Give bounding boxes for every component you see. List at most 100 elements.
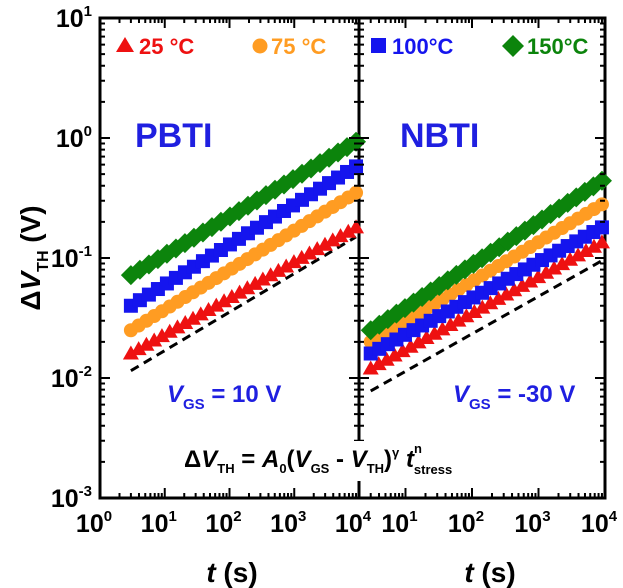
pbti-point-25c-14 bbox=[231, 284, 248, 299]
nbti-x-tick-label: 103 bbox=[514, 508, 550, 538]
pbti-point-25c-6 bbox=[169, 319, 186, 334]
pbti-point-25c-25 bbox=[316, 236, 333, 251]
legend-marker-25c bbox=[116, 37, 134, 52]
y-tick-label: 100 bbox=[56, 123, 92, 153]
nbti-point-25c-4 bbox=[394, 343, 411, 358]
pbti-vgs-annotation: VGS = 10 V bbox=[167, 381, 281, 413]
pbti-point-25c-1 bbox=[130, 341, 147, 356]
pbti-point-25c-3 bbox=[146, 332, 163, 347]
nbti-point-25c-25 bbox=[562, 251, 579, 266]
nbti-point-25c-23 bbox=[546, 260, 563, 275]
pbti-x-tick-label: 101 bbox=[141, 508, 177, 538]
nbti-point-25c-24 bbox=[554, 256, 571, 271]
pbti-x-tick-label: 103 bbox=[270, 508, 306, 538]
nbti-point-25c-17 bbox=[498, 286, 515, 301]
pbti-point-25c-11 bbox=[208, 297, 225, 312]
nbti-point-25c-26 bbox=[570, 247, 587, 262]
pbti-point-25c-21 bbox=[285, 254, 302, 269]
pbti-point-25c-17 bbox=[254, 271, 271, 286]
equation: ΔVTH = A0(VGS - VTH)γ tn stress bbox=[184, 441, 452, 477]
pbti-x-tick-label: 104 bbox=[335, 508, 372, 538]
nbti-point-25c-8 bbox=[426, 325, 443, 340]
legend-label-150c: 150°C bbox=[527, 34, 589, 59]
nbti-point-25c-3 bbox=[386, 347, 403, 362]
pbti-point-25c-22 bbox=[293, 249, 310, 264]
legend: 25 °C 75 °C 100°C 150°C bbox=[116, 34, 589, 59]
nbti-point-25c-18 bbox=[506, 282, 523, 297]
pbti-point-25c-29 bbox=[348, 219, 365, 234]
pbti-point-25c-24 bbox=[309, 241, 326, 256]
x-axis-title-pbti: t (s) bbox=[206, 557, 257, 588]
pbti-point-25c-0 bbox=[122, 345, 139, 360]
pbti-point-75c-29 bbox=[349, 185, 364, 200]
legend-label-25c: 25 °C bbox=[139, 34, 194, 59]
nbti-point-25c-14 bbox=[474, 299, 491, 314]
nbti-point-25c-16 bbox=[490, 290, 507, 305]
pbti-point-25c-12 bbox=[216, 293, 233, 308]
data-marks bbox=[120, 131, 612, 375]
y-tick-label: 10-1 bbox=[51, 243, 92, 273]
pbti-point-25c-5 bbox=[161, 323, 178, 338]
pbti-point-25c-15 bbox=[239, 280, 256, 295]
nbti-point-25c-2 bbox=[378, 351, 395, 366]
fit-lines bbox=[130, 235, 603, 393]
legend-label-100c: 100°C bbox=[392, 34, 454, 59]
pbti-point-25c-20 bbox=[278, 258, 295, 273]
nbti-point-25c-7 bbox=[418, 330, 435, 345]
nbti-x-tick-label: 101 bbox=[381, 508, 417, 538]
pbti-point-25c-10 bbox=[200, 302, 217, 317]
nbti-x-tick-label: 102 bbox=[448, 508, 484, 538]
pbti-point-25c-26 bbox=[324, 232, 341, 247]
pbti-point-25c-16 bbox=[247, 275, 264, 290]
nbti-vgs-annotation: VGS = -30 V bbox=[453, 381, 575, 413]
nbti-point-25c-20 bbox=[522, 273, 539, 288]
pbti-point-25c-28 bbox=[340, 223, 357, 238]
pbti-fit-line bbox=[130, 235, 357, 373]
pbti-point-100c-25 bbox=[349, 159, 364, 174]
nbti-point-25c-1 bbox=[370, 356, 387, 371]
axis-ticks bbox=[99, 18, 606, 499]
legend-marker-150c bbox=[502, 35, 524, 57]
pbti-point-25c-13 bbox=[223, 288, 240, 303]
nbti-point-25c-19 bbox=[514, 277, 531, 292]
y-tick-labels: 10-3 10-2 10-1 100 101 bbox=[51, 3, 92, 513]
nbti-point-75c-29 bbox=[594, 197, 609, 212]
nbti-point-25c-13 bbox=[466, 303, 483, 318]
nbti-point-150c-16 bbox=[497, 231, 518, 252]
pbti-point-25c-8 bbox=[185, 310, 202, 325]
equation-background bbox=[180, 441, 504, 481]
nbti-point-25c-28 bbox=[585, 238, 602, 253]
x-axis-title-nbti: t (s) bbox=[464, 557, 515, 588]
pbti-x-tick-label: 100 bbox=[76, 508, 112, 538]
pbti-point-25c-7 bbox=[177, 315, 194, 330]
nbti-x-tick-label: 104 bbox=[581, 508, 618, 538]
pbti-point-25c-23 bbox=[301, 245, 318, 260]
nbti-point-25c-5 bbox=[402, 338, 419, 353]
nbti-point-100c-27 bbox=[594, 220, 609, 235]
nbti-point-25c-10 bbox=[442, 317, 459, 332]
nbti-point-25c-11 bbox=[450, 312, 467, 327]
y-tick-label: 10-3 bbox=[51, 483, 92, 513]
nbti-point-25c-29 bbox=[593, 234, 610, 249]
y-tick-label: 101 bbox=[56, 3, 92, 33]
pbti-label: PBTI bbox=[135, 117, 212, 155]
y-axis-title: ΔVTH (V) bbox=[15, 205, 52, 310]
pbti-point-150c-25 bbox=[346, 131, 367, 152]
pbti-panel-frame bbox=[98, 16, 361, 500]
pbti-point-25c-4 bbox=[153, 328, 170, 343]
nbti-point-25c-15 bbox=[482, 295, 499, 310]
x-tick-labels: 100 101 102 103 104 101 102 103 104 bbox=[76, 508, 618, 538]
nbti-point-25c-12 bbox=[458, 308, 475, 323]
nbti-point-25c-6 bbox=[410, 334, 427, 349]
y-tick-label: 10-2 bbox=[51, 363, 92, 393]
nbti-point-25c-0 bbox=[362, 360, 379, 375]
nbti-point-25c-21 bbox=[530, 269, 547, 284]
nbti-label: NBTI bbox=[400, 117, 479, 155]
nbti-point-25c-22 bbox=[538, 264, 555, 279]
pbti-point-25c-9 bbox=[192, 306, 209, 321]
nbti-point-25c-27 bbox=[578, 243, 595, 258]
legend-marker-75c bbox=[252, 38, 268, 54]
legend-marker-100c bbox=[371, 38, 386, 53]
legend-label-75c: 75 °C bbox=[271, 34, 326, 59]
